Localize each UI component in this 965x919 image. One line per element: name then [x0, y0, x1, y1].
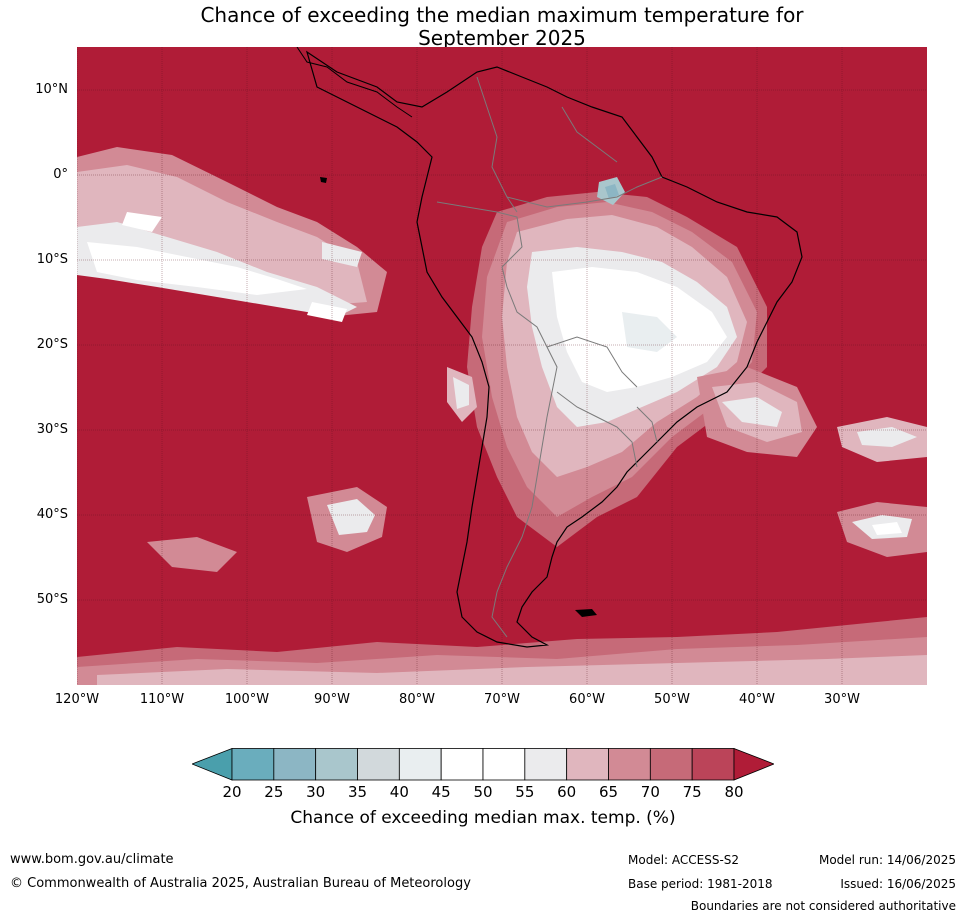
- contour-brazil-45: [622, 312, 677, 352]
- contour-chile-55: [453, 377, 469, 409]
- lat-label-10s: 10°S: [36, 252, 68, 267]
- lat-label-10n: 10°N: [35, 82, 68, 97]
- country-boundaries: [436, 76, 663, 638]
- colorbar-swatch-30-35: [315, 748, 358, 781]
- lon-label-50w: 50°W: [654, 692, 690, 707]
- colorbar-tick-80: 80: [724, 783, 744, 801]
- footer-disclaimer: Boundaries are not considered authoritat…: [690, 899, 956, 913]
- lon-label-120w: 120°W: [54, 692, 100, 707]
- colorbar-swatch-60-65: [566, 748, 609, 781]
- colorbar-tick-55: 55: [515, 783, 535, 801]
- colorbar-swatch-35-40: [357, 748, 400, 781]
- colorbar-swatch-50-55: [482, 748, 526, 781]
- lat-label-0: 0°: [53, 167, 68, 182]
- title-line-1: Chance of exceeding the median maximum t…: [200, 3, 804, 27]
- footer-model-run: Model run: 14/06/2025: [818, 853, 956, 867]
- contour-atlantic-east-55: [857, 427, 917, 447]
- title-line-2: September 2025: [418, 26, 586, 50]
- lat-label-50s: 50°S: [36, 592, 68, 607]
- colorbar-tick-30: 30: [306, 783, 326, 801]
- colorbar-label: Chance of exceeding median max. temp. (%…: [290, 808, 676, 828]
- lon-label-90w: 90°W: [314, 692, 350, 707]
- colorbar-tick-70: 70: [640, 783, 660, 801]
- colorbar-tick-40: 40: [389, 783, 409, 801]
- graticule: [77, 47, 927, 685]
- colorbar-swatch-20-25: [231, 748, 275, 781]
- colorbar: [190, 747, 776, 781]
- colorbar-tick-45: 45: [431, 783, 451, 801]
- colorbar-tick-75: 75: [682, 783, 702, 801]
- coastline-central-america: [296, 47, 413, 118]
- contour-pacific-white-2: [122, 212, 162, 232]
- contour-pacific-50: [87, 242, 307, 295]
- colorbar-tick-25: 25: [264, 783, 284, 801]
- contour-amazon-low-2: [605, 184, 619, 199]
- colorbar-tick-20: 20: [222, 783, 242, 801]
- map-panel[interactable]: [77, 47, 927, 685]
- colorbar-swatch-25-30: [273, 748, 317, 781]
- colorbar-swatch-65-70: [608, 748, 651, 781]
- footer-issued: Issued: 16/06/2025: [840, 877, 956, 891]
- lon-label-110w: 110°W: [139, 692, 185, 707]
- lon-label-40w: 40°W: [739, 692, 775, 707]
- colorbar-tick-65: 65: [598, 783, 619, 801]
- lat-label-30s: 30°S: [36, 422, 68, 437]
- contour-atlantic-se-50: [872, 522, 902, 535]
- colorbar-extend-low: [190, 747, 233, 781]
- lon-label-80w: 80°W: [399, 692, 435, 707]
- contour-pacific-white-4: [322, 242, 362, 267]
- colorbar-tick-35: 35: [347, 783, 368, 801]
- contour-spac-55: [327, 499, 375, 535]
- contour-spac-2: [147, 537, 237, 572]
- footer-model: Model: ACCESS-S2: [628, 853, 740, 867]
- colorbar-swatch-40-45: [398, 748, 442, 781]
- lon-label-70w: 70°W: [484, 692, 520, 707]
- colorbar-tick-50: 50: [473, 783, 493, 801]
- galapagos: [320, 177, 327, 183]
- colorbar-swatch-75-80: [691, 748, 735, 781]
- lon-label-100w: 100°W: [224, 692, 270, 707]
- colorbar-swatch-55-60: [524, 748, 568, 781]
- colorbar-tick-60: 60: [557, 783, 577, 801]
- footer-copyright: © Commonwealth of Australia 2025, Austra…: [10, 876, 471, 891]
- contour-atlantic-55: [722, 397, 782, 427]
- lat-label-40s: 40°S: [36, 507, 68, 522]
- footer-website: www.bom.gov.au/climate: [10, 852, 174, 867]
- contour-pacific-white-3: [307, 302, 347, 322]
- colorbar-graphic: [190, 747, 776, 781]
- coastline-south-america: [305, 50, 803, 648]
- falkland-islands: [575, 609, 597, 617]
- probability-contours: [77, 147, 927, 685]
- lon-label-30w: 30°W: [824, 692, 860, 707]
- lat-label-20s: 20°S: [36, 337, 68, 352]
- colorbar-swatch-70-75: [649, 748, 693, 781]
- map-canvas: [77, 47, 927, 685]
- map-title: Chance of exceeding the median maximum t…: [77, 4, 927, 50]
- lon-label-60w: 60°W: [569, 692, 605, 707]
- colorbar-extend-high: [733, 747, 776, 781]
- footer-base-period: Base period: 1981-2018: [628, 877, 773, 891]
- colorbar-swatch-45-50: [440, 748, 484, 781]
- contour-south-band-60: [97, 655, 927, 685]
